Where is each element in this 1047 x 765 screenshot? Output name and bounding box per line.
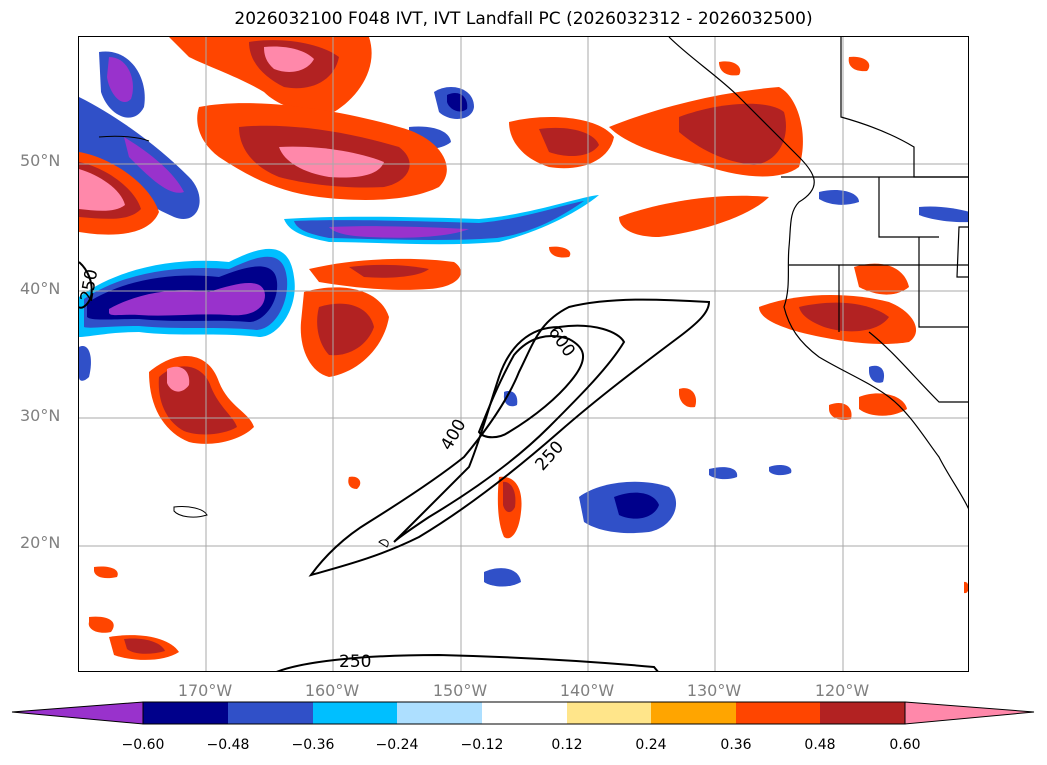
contour-label: 250 (532, 437, 569, 474)
lon-label-140w: 140°W (559, 681, 615, 700)
coastline (668, 37, 968, 510)
negative-anomaly-core (614, 492, 659, 519)
ivt-contours (79, 261, 711, 671)
positive-anomaly-core (503, 481, 516, 513)
negative-anomaly-area (819, 190, 859, 205)
ivt-contour-600 (477, 335, 584, 439)
colorbar-extend-low (11, 701, 144, 725)
negative-anomaly-area (869, 365, 885, 383)
island-outlines (98, 135, 389, 548)
lon-label-130w: 130°W (686, 681, 742, 700)
negative-anomaly-core (329, 226, 469, 238)
positive-anomaly-core (679, 103, 786, 165)
negative-anomaly-area (709, 467, 738, 480)
lat-label-40n: 40°N (20, 279, 61, 298)
negative-anomaly-area (919, 206, 968, 223)
colorbar-bin (567, 702, 651, 724)
positive-anomaly-core (799, 302, 889, 332)
positive-anomaly-core (539, 127, 599, 157)
positive-anomaly-max (279, 146, 384, 178)
positive-anomaly-max (79, 169, 125, 211)
positive-anomaly-area (848, 56, 870, 72)
positive-anomaly-area (348, 476, 361, 489)
positive-anomaly-area (859, 393, 907, 416)
negative-anomaly-area (484, 568, 521, 587)
negative-anomaly-core (447, 92, 468, 112)
colorbar-tick-label: −0.36 (291, 737, 335, 753)
colorbar-bin (482, 702, 567, 724)
colorbar-bin (651, 702, 736, 724)
positive-anomaly-area (719, 61, 741, 76)
lat-label-20n: 20°N (20, 533, 61, 552)
colorbar-tick-label: 0.48 (804, 737, 836, 753)
positive-anomaly-area (88, 616, 114, 633)
contour-label: 250 (79, 268, 102, 303)
colorbar (11, 701, 1035, 725)
colorbar-bin (228, 702, 313, 724)
colorbar-tick-label: −0.60 (121, 737, 165, 753)
positive-anomaly-area (854, 263, 909, 295)
map-canvas: 250 400 600 250 250 (79, 37, 968, 672)
ivt-anomaly-shading (79, 37, 968, 660)
lon-label-170w: 170°W (177, 681, 233, 700)
lon-label-160w: 160°W (304, 681, 360, 700)
colorbar-bin (820, 702, 905, 724)
colorbar-outline (142, 701, 906, 725)
colorbar-tick-label: 0.24 (635, 737, 667, 753)
contour-label: 400 (437, 416, 471, 454)
colorbar-bin (143, 702, 228, 724)
colorbar-tick-label: 0.12 (551, 737, 583, 753)
positive-anomaly-core (317, 303, 374, 356)
colorbar-extend-high (904, 701, 1035, 725)
positive-anomaly-area (829, 402, 852, 420)
ivt-contour-250-west (79, 261, 93, 309)
positive-anomaly-area (964, 581, 968, 594)
colorbar-tick-label: 0.60 (889, 737, 921, 753)
positive-anomaly-area (679, 388, 697, 408)
colorbar-bin (313, 702, 397, 724)
colorbar-bin (736, 702, 820, 724)
lon-label-120w: 120°W (814, 681, 870, 700)
positive-anomaly-core (124, 638, 165, 654)
positive-anomaly-area (549, 246, 571, 258)
positive-anomaly-area (94, 566, 118, 579)
negative-anomaly-core (107, 57, 133, 102)
colorbar-bin (397, 702, 482, 724)
lat-label-30n: 30°N (20, 406, 61, 425)
negative-anomaly-core (124, 137, 184, 193)
colorbar-tick-label: −0.12 (460, 737, 504, 753)
positive-anomaly-core (349, 264, 429, 278)
lon-label-150w: 150°W (432, 681, 488, 700)
positive-anomaly-max (264, 46, 314, 72)
colorbar-tick-label: 0.36 (720, 737, 752, 753)
contour-label: 250 (339, 652, 371, 672)
ivt-contour-250 (308, 298, 711, 577)
ivt-contour-250-south (276, 653, 659, 671)
map-title: 2026032100 F048 IVT, IVT Landfall PC (20… (234, 9, 813, 29)
graticule (79, 37, 968, 671)
colorbar-tick-label: −0.24 (375, 737, 419, 753)
positive-anomaly-area (619, 195, 769, 237)
negative-anomaly-area (769, 465, 792, 476)
negative-anomaly-area (79, 346, 91, 381)
colorbar-tick-label: −0.48 (206, 737, 250, 753)
lat-label-50n: 50°N (20, 151, 61, 170)
positive-anomaly-max (167, 366, 190, 392)
ivt-contour-400 (393, 324, 626, 543)
map-panel: 250 400 600 250 250 (78, 36, 969, 672)
